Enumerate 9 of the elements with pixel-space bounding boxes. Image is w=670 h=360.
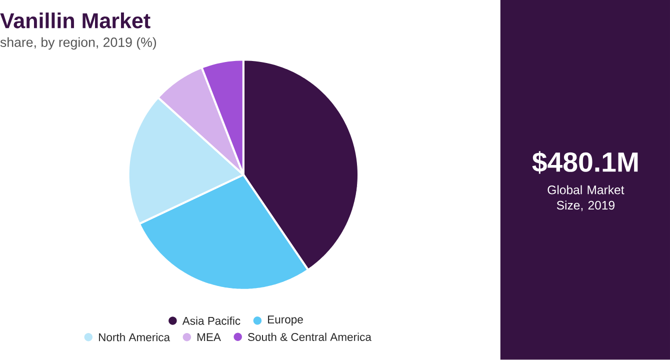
chart-title: Vanillin Market [0,12,150,28]
legend-label: MEA [198,333,221,342]
legend-label: North America [99,333,170,342]
legend-label: Asia Pacific [182,316,240,325]
chart-subtitle: share, by region, 2019 (%) [0,37,156,50]
legend-label: Europe [268,316,303,326]
text: Global Market Size, 2019 [548,185,624,212]
text: $480.1M [532,151,638,174]
legend-label: South & Central America [248,332,372,342]
